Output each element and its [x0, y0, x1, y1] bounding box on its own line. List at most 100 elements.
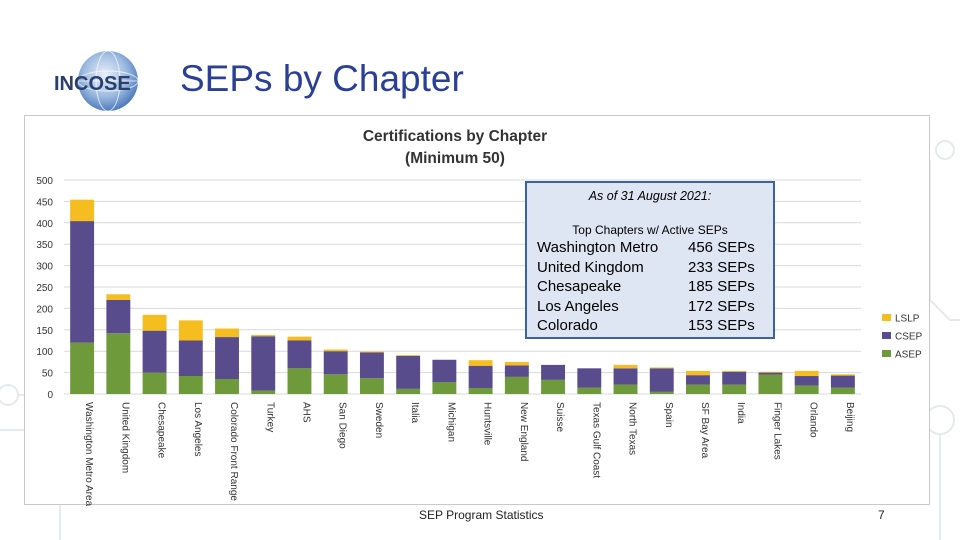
bar-asep: [251, 390, 276, 394]
x-axis-labels: Washington Metro Area United Kingdom Chesa…: [83, 402, 855, 506]
bar-asep: [830, 387, 855, 394]
bar-csep: [106, 299, 131, 334]
bar-asep: [504, 376, 529, 394]
chapter-name: Chesapeake: [537, 278, 622, 295]
chart: 0 50 100 150 200 250 300 350 400 450 500 Washingto…: [36, 128, 923, 506]
bar-asep: [686, 384, 710, 394]
sep-count: 456 SEPs: [688, 239, 755, 256]
y-tick-label: 150: [36, 326, 53, 337]
x-tick-label: Spain: [663, 402, 674, 428]
sep-count: 233 SEPs: [688, 258, 755, 276]
bar-csep: [541, 364, 566, 380]
chart-subtitle: (Minimum 50): [405, 150, 505, 167]
x-tick-label: Orlando: [808, 402, 819, 438]
y-tick-label: 500: [36, 176, 53, 187]
logo-wordmark: INCOSE: [54, 73, 131, 95]
bar-csep: [468, 365, 493, 389]
bar-lslp: [251, 334, 276, 337]
x-tick-label: Colorado Front Range: [228, 402, 239, 501]
bar-lslp: [142, 314, 167, 331]
bar-csep: [70, 221, 95, 343]
bar-asep: [323, 374, 348, 394]
bar-csep: [251, 336, 276, 391]
legend-swatch: [882, 350, 891, 357]
y-tick-label: 0: [47, 390, 53, 401]
x-tick-label: India: [735, 402, 746, 424]
slide-title: SEPs by Chapter: [180, 58, 464, 99]
bar-asep: [142, 372, 167, 394]
y-axis-ticks: 0 50 100 150 200 250 300 350 400 450 500: [36, 176, 53, 401]
bar-lslp: [359, 351, 384, 353]
bar-lslp: [468, 360, 493, 366]
x-tick-label: Washington Metro Area: [83, 402, 94, 506]
x-tick-label: North Texas: [627, 402, 638, 455]
bar-lslp: [178, 320, 203, 341]
sep-count: 172 SEPs: [688, 297, 755, 315]
x-tick-label: SF Bay Area: [699, 402, 710, 459]
bar-asep: [541, 379, 566, 394]
bar-asep: [577, 387, 602, 394]
bar-asep: [758, 374, 783, 394]
bar-csep: [287, 340, 312, 369]
x-tick-label: AHS: [300, 402, 311, 423]
x-tick-label: Huntsville: [482, 402, 493, 446]
y-tick-label: 300: [36, 262, 53, 273]
chart-bars: [70, 199, 855, 394]
bar-csep: [722, 371, 747, 385]
summary-callout: As of 31 August 2021: Top Chapters w/ Ac…: [525, 181, 775, 339]
bar-lslp: [287, 336, 312, 341]
bar-asep: [70, 342, 95, 394]
bar-lslp: [106, 294, 131, 300]
bar-lslp: [758, 371, 783, 373]
chapter-name: Los Angeles: [537, 297, 619, 315]
legend-swatch: [882, 314, 891, 321]
bar-csep: [830, 375, 855, 388]
x-tick-label: Turkey: [264, 402, 275, 432]
bar-asep: [649, 391, 674, 394]
y-tick-label: 100: [36, 347, 53, 358]
bar-asep: [794, 385, 819, 394]
bar-csep: [323, 351, 348, 375]
legend-swatch: [882, 332, 891, 339]
bar-csep: [504, 365, 529, 377]
chapter-name: Colorado: [537, 317, 598, 334]
footer-text: SEP Program Statistics: [419, 508, 544, 522]
as-of-date: As of 31 August 2021:: [588, 189, 712, 203]
legend-label: ASEP: [895, 350, 922, 361]
bar-lslp: [396, 355, 421, 356]
bar-csep: [396, 355, 421, 389]
x-tick-label: Beijing: [844, 402, 855, 432]
bar-asep: [215, 379, 239, 394]
y-tick-label: 50: [42, 369, 54, 380]
x-tick-label: Chesapeake: [156, 402, 167, 459]
x-tick-label: Finger Lakes: [771, 402, 782, 460]
chapter-name: United Kingdom: [537, 258, 644, 276]
y-tick-label: 200: [36, 304, 53, 315]
bar-csep: [178, 340, 203, 377]
x-tick-label: United Kingdom: [119, 402, 130, 473]
bar-csep: [686, 375, 710, 385]
bar-asep: [432, 382, 457, 394]
bar-lslp: [794, 370, 819, 377]
bar-csep: [359, 352, 384, 379]
bar-lslp: [830, 374, 855, 376]
bar-lslp: [70, 199, 95, 222]
bar-csep: [758, 372, 783, 375]
bar-asep: [106, 333, 131, 394]
legend-label: CSEP: [895, 332, 923, 343]
bar-lslp: [504, 361, 529, 366]
x-tick-label: Los Angeles: [192, 402, 203, 457]
chart-title: Certifications by Chapter: [363, 128, 547, 145]
y-tick-label: 250: [36, 283, 53, 294]
y-tick-label: 450: [36, 197, 53, 208]
bar-asep: [178, 376, 203, 394]
chapter-name: Washington Metro: [537, 239, 659, 256]
bar-lslp: [686, 370, 710, 376]
sep-count: 153 SEPs: [688, 317, 755, 334]
callout-subtitle: Top Chapters w/ Active SEPs: [572, 223, 728, 237]
x-tick-label: Michigan: [445, 402, 456, 442]
bar-asep: [287, 368, 312, 394]
x-tick-label: Texas Gulf Coast: [590, 402, 601, 478]
x-tick-label: Suisse: [554, 402, 565, 432]
x-tick-label: San Diego: [337, 402, 348, 449]
